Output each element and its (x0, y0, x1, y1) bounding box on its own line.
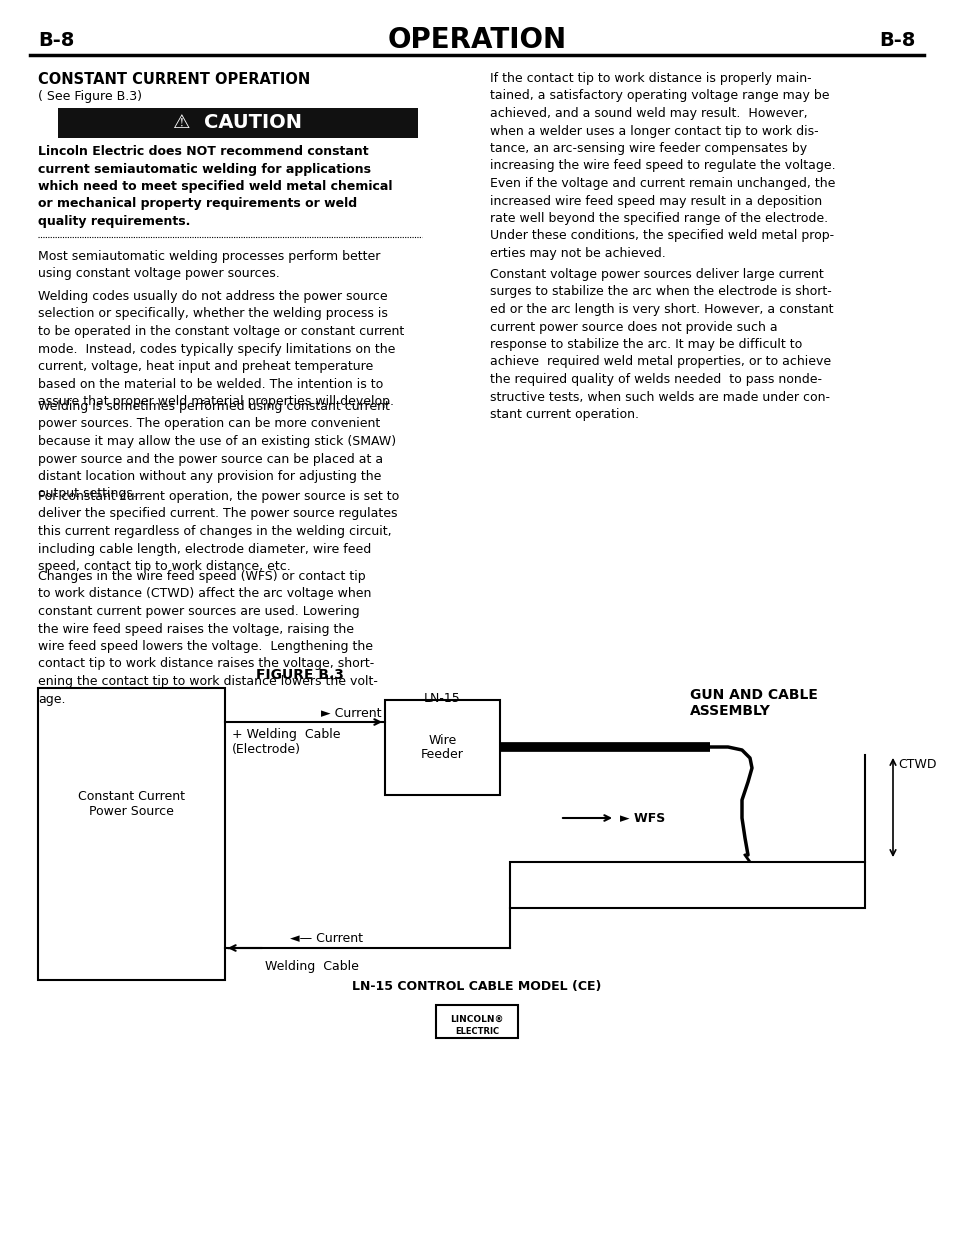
Bar (436, 1005, 517, 1037)
Text: OPERATION: OPERATION (387, 26, 566, 54)
Bar (38, 688, 225, 981)
Text: Lincoln Electric does NOT recommend constant
current semiautomatic welding for a: Lincoln Electric does NOT recommend cons… (38, 144, 392, 228)
Text: Changes in the wire feed speed (WFS) or contact tip
to work distance (CTWD) affe: Changes in the wire feed speed (WFS) or … (38, 571, 377, 705)
Text: B-8: B-8 (879, 31, 915, 49)
Text: FIGURE B.3: FIGURE B.3 (255, 668, 344, 682)
Text: For constant current operation, the power source is set to
deliver the specified: For constant current operation, the powe… (38, 490, 399, 573)
Text: If the contact tip to work distance is properly main-
tained, a satisfactory ope: If the contact tip to work distance is p… (490, 72, 835, 261)
Bar (510, 862, 864, 908)
Text: ► WFS: ► WFS (619, 811, 664, 825)
Text: Welding is sometimes performed using constant current
power sources. The operati: Welding is sometimes performed using con… (38, 400, 395, 500)
Text: Wire
Feeder: Wire Feeder (420, 734, 463, 762)
Text: ⚠  CAUTION: ⚠ CAUTION (173, 114, 302, 132)
Bar (385, 700, 499, 795)
Text: GUN AND CABLE
ASSEMBLY: GUN AND CABLE ASSEMBLY (689, 688, 817, 719)
Text: LINCOLN®: LINCOLN® (450, 1015, 503, 1024)
Text: CTWD: CTWD (897, 758, 936, 771)
Text: Welding  Cable: Welding Cable (265, 960, 358, 973)
Text: ( See Figure B.3): ( See Figure B.3) (38, 90, 142, 103)
Text: ► Current: ► Current (321, 706, 381, 720)
Text: CONSTANT CURRENT OPERATION: CONSTANT CURRENT OPERATION (38, 72, 310, 86)
Bar (58, 107, 417, 138)
Text: -: - (226, 941, 232, 956)
Text: Welding codes usually do not address the power source
selection or specifically,: Welding codes usually do not address the… (38, 290, 404, 408)
Text: LN-15 CONTROL CABLE MODEL (CE): LN-15 CONTROL CABLE MODEL (CE) (352, 981, 601, 993)
Text: LN-15: LN-15 (424, 692, 460, 705)
Text: Constant Current
Power Source: Constant Current Power Source (78, 790, 185, 818)
Text: ◄— Current: ◄— Current (290, 932, 363, 945)
Text: Most semiautomatic welding processes perform better
using constant voltage power: Most semiautomatic welding processes per… (38, 249, 380, 280)
Text: Constant voltage power sources deliver large current
surges to stabilize the arc: Constant voltage power sources deliver l… (490, 268, 833, 421)
Text: + Welding  Cable
(Electrode): + Welding Cable (Electrode) (232, 727, 340, 756)
Text: ELECTRIC: ELECTRIC (455, 1028, 498, 1036)
Text: B-8: B-8 (38, 31, 74, 49)
